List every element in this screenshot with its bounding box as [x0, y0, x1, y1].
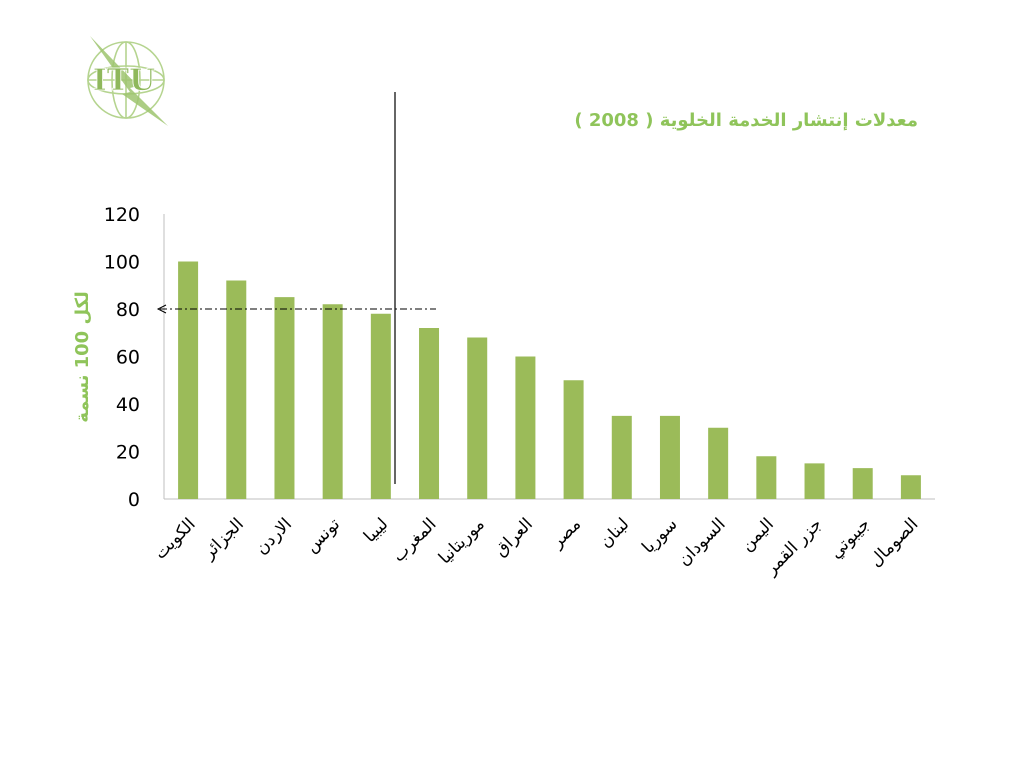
x-category-label: الصومال — [866, 514, 923, 571]
x-category-label: الجزائر — [198, 514, 248, 564]
chart-title: معدلات إنتشار الخدمة الخلوية ( 2008 ) — [574, 110, 918, 131]
reference-arrowhead — [156, 304, 167, 314]
bar — [804, 463, 825, 499]
bar — [419, 328, 440, 499]
x-category-label: موريتانيا — [435, 514, 489, 568]
bar — [178, 261, 199, 499]
bar — [611, 415, 632, 499]
x-category-label: الاردن — [252, 514, 296, 558]
x-category-label: السودان — [674, 514, 730, 570]
y-tick-label: 80 — [116, 299, 140, 321]
x-category-label: تونس — [302, 514, 345, 557]
x-category-label: المغرب — [389, 514, 441, 566]
bar — [370, 313, 391, 499]
itu-logo-icon: ITU — [87, 36, 168, 126]
x-category-label: لبنان — [596, 514, 634, 552]
x-category-label: الكويت — [150, 514, 199, 563]
y-tick-label: 20 — [116, 442, 140, 464]
x-category-label: ليبيا — [360, 514, 392, 546]
bar — [900, 475, 921, 499]
y-axis-title: لكل 100 نسمة — [72, 291, 93, 422]
x-category-label: اليمن — [737, 514, 778, 555]
bar — [322, 304, 343, 499]
bar — [708, 427, 729, 499]
bar — [274, 297, 295, 499]
bar — [467, 337, 488, 499]
bar — [659, 415, 680, 499]
bar — [852, 468, 873, 499]
x-category-label: سوريا — [638, 514, 681, 557]
y-tick-label: 60 — [116, 347, 140, 369]
y-tick-label: 0 — [128, 489, 140, 511]
bar — [756, 456, 777, 499]
bar — [226, 280, 247, 499]
bar — [563, 380, 584, 499]
svg-text:ITU: ITU — [93, 63, 156, 98]
y-tick-label: 100 — [104, 252, 140, 274]
y-tick-label: 120 — [104, 204, 140, 226]
x-category-label: العراق — [491, 514, 537, 560]
y-tick-label: 40 — [116, 394, 140, 416]
x-category-label: مصر — [547, 514, 585, 552]
bar — [515, 356, 536, 499]
